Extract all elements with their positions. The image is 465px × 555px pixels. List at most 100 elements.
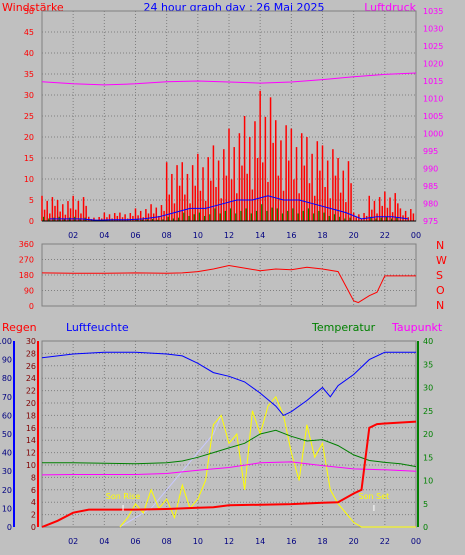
x-tick-label: 16 xyxy=(286,231,296,240)
humidity-tick-label: 0 xyxy=(7,523,12,532)
pressure-tick-label: 975 xyxy=(423,217,438,226)
compass-label: O xyxy=(436,284,445,297)
direction-tick-label: 270 xyxy=(19,256,34,265)
temperature-line xyxy=(42,429,417,468)
humidity-tick-label: 50 xyxy=(2,430,12,439)
compass-label: S xyxy=(436,269,443,282)
x-tick-label: 06 xyxy=(130,537,140,546)
wind-tick-label: 45 xyxy=(24,28,34,37)
wind-average-line xyxy=(49,195,409,221)
x-tick-label: 14 xyxy=(255,231,265,240)
x-tick-label: 20 xyxy=(349,231,359,240)
wind-tick-label: 40 xyxy=(24,49,34,58)
x-tick-label: 12 xyxy=(224,231,234,240)
humidity-tick-label: 40 xyxy=(2,449,12,458)
x-tick-label: 04 xyxy=(99,537,109,546)
rain-tick-label: 24 xyxy=(26,374,36,383)
temperature-tick-label: 5 xyxy=(423,500,428,509)
compass-label: W xyxy=(436,254,447,267)
temperature-tick-label: 15 xyxy=(423,453,433,462)
pressure-tick-label: 990 xyxy=(423,165,438,174)
rain-tick-label: 22 xyxy=(26,387,36,396)
humidity-tick-label: 70 xyxy=(2,393,12,402)
pressure-tick-label: 1035 xyxy=(423,7,443,16)
pressure-tick-label: 1030 xyxy=(423,25,443,34)
compass-label: N xyxy=(436,299,444,312)
x-tick-label: 10 xyxy=(193,231,203,240)
x-tick-label: 04 xyxy=(99,231,109,240)
x-tick-label: 22 xyxy=(380,537,390,546)
wind-tick-label: 15 xyxy=(24,154,34,163)
temperature-tick-label: 30 xyxy=(423,384,433,393)
rain-tick-label: 16 xyxy=(26,424,36,433)
x-tick-label: 10 xyxy=(193,537,203,546)
x-tick-label: 08 xyxy=(162,537,172,546)
pressure-tick-label: 1005 xyxy=(423,112,443,121)
wind-pressure-chart: 0510152025303540455097598098599099510001… xyxy=(24,7,444,240)
pressure-tick-label: 985 xyxy=(423,182,438,191)
wind-tick-label: 10 xyxy=(24,175,34,184)
uv-line xyxy=(119,415,222,528)
x-tick-label: 00 xyxy=(411,537,421,546)
humidity-tick-label: 100 xyxy=(0,337,12,346)
temperature-tick-label: 40 xyxy=(423,337,433,346)
temperature-tick-label: 35 xyxy=(423,360,433,369)
rain-tick-label: 26 xyxy=(26,362,36,371)
pressure-tick-label: 1000 xyxy=(423,130,443,139)
dewpoint-axis-title: Taupunkt xyxy=(391,321,443,334)
temperature-tick-label: 20 xyxy=(423,430,433,439)
rain-axis-title: Regen xyxy=(2,321,37,334)
wind-tick-label: 35 xyxy=(24,70,34,79)
humidity-axis-title: Luftfeuchte xyxy=(66,321,129,334)
pressure-tick-label: 1025 xyxy=(423,42,443,51)
rain-tick-label: 6 xyxy=(31,486,36,495)
temperature-axis-title: Temperatur xyxy=(311,321,376,334)
pressure-tick-label: 980 xyxy=(423,200,438,209)
x-tick-label: 00 xyxy=(411,231,421,240)
sunrise-label: Son Rise xyxy=(106,492,141,501)
direction-tick-label: 360 xyxy=(19,240,34,249)
weather-chart: 0102030405060708090100024681012141618202… xyxy=(0,337,433,546)
temperature-tick-label: 0 xyxy=(423,523,428,532)
rain-tick-label: 4 xyxy=(31,498,36,507)
rain-tick-label: 20 xyxy=(26,399,36,408)
wind-tick-label: 0 xyxy=(29,217,34,226)
x-tick-label: 18 xyxy=(317,231,327,240)
x-tick-label: 20 xyxy=(349,537,359,546)
direction-tick-label: 180 xyxy=(19,271,34,280)
rain-tick-label: 2 xyxy=(31,511,36,520)
direction-tick-label: 0 xyxy=(29,302,34,311)
rain-tick-label: 14 xyxy=(26,436,36,445)
x-tick-label: 18 xyxy=(317,537,327,546)
rain-line xyxy=(41,420,417,528)
direction-tick-label: 90 xyxy=(24,287,34,296)
wind-tick-label: 5 xyxy=(29,196,34,205)
x-tick-label: 06 xyxy=(130,231,140,240)
rain-tick-label: 8 xyxy=(31,473,36,482)
x-tick-label: 16 xyxy=(286,537,296,546)
rain-tick-label: 10 xyxy=(26,461,36,470)
humidity-tick-label: 30 xyxy=(2,467,12,476)
x-tick-label: 14 xyxy=(255,537,265,546)
compass-label: N xyxy=(436,239,444,252)
humidity-tick-label: 60 xyxy=(2,411,12,420)
rain-tick-label: 18 xyxy=(26,411,36,420)
rain-tick-label: 0 xyxy=(31,523,36,532)
x-tick-label: 08 xyxy=(162,231,172,240)
temperature-tick-label: 10 xyxy=(423,477,433,486)
wind-tick-label: 50 xyxy=(24,7,34,16)
sunset-label: Son Set xyxy=(359,492,390,501)
wind-tick-label: 30 xyxy=(24,91,34,100)
x-tick-label: 02 xyxy=(68,231,78,240)
rain-tick-label: 28 xyxy=(26,349,36,358)
humidity-line xyxy=(41,351,416,417)
direction-line xyxy=(41,264,416,304)
temperature-tick-label: 25 xyxy=(423,407,433,416)
wind-tick-label: 20 xyxy=(24,133,34,142)
x-tick-label: 22 xyxy=(380,231,390,240)
pressure-tick-label: 1010 xyxy=(423,95,443,104)
humidity-tick-label: 80 xyxy=(2,374,12,383)
pressure-tick-label: 1015 xyxy=(423,77,443,86)
